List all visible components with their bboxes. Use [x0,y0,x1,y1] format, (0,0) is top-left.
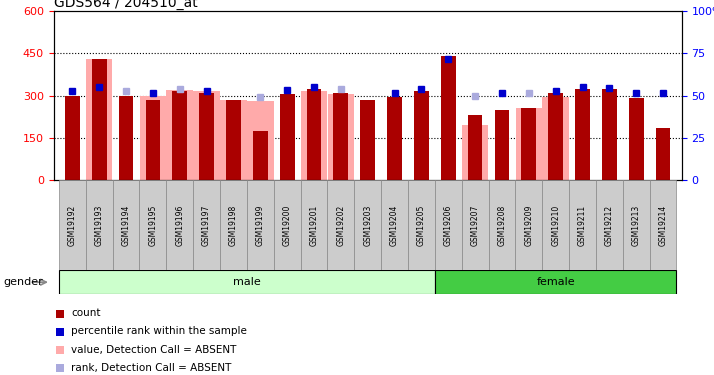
Text: GSM19198: GSM19198 [229,204,238,246]
Bar [166,180,193,270]
Bar [301,92,327,180]
Bar [462,125,488,180]
Text: GSM19209: GSM19209 [524,204,533,246]
Bar [435,180,462,270]
Text: GSM19196: GSM19196 [175,204,184,246]
Text: GSM19206: GSM19206 [444,204,453,246]
Text: GSM19194: GSM19194 [121,204,131,246]
Bar [408,180,435,270]
Text: value, Detection Call = ABSENT: value, Detection Call = ABSENT [71,345,236,354]
Text: GSM19212: GSM19212 [605,204,614,246]
Text: GSM19202: GSM19202 [336,204,346,246]
Text: GSM19193: GSM19193 [95,204,104,246]
Bar [247,180,273,270]
Text: percentile rank within the sample: percentile rank within the sample [71,327,247,336]
Bar [575,88,590,180]
Bar [328,94,354,180]
Bar [306,88,321,180]
Text: GSM19208: GSM19208 [498,204,506,246]
Text: GSM19213: GSM19213 [632,204,640,246]
Bar [280,94,295,180]
Text: count: count [71,309,101,318]
Bar [569,180,596,270]
Bar [119,96,134,180]
Bar [65,96,80,180]
Bar [516,180,542,270]
Bar [172,92,187,180]
Bar [226,100,241,180]
Bar [548,93,563,180]
Bar [146,100,160,180]
Bar [59,270,435,294]
Text: GSM19205: GSM19205 [417,204,426,246]
Text: GSM19203: GSM19203 [363,204,372,246]
Text: GSM19204: GSM19204 [390,204,399,246]
Text: GSM19192: GSM19192 [68,204,77,246]
Bar [414,92,429,180]
Bar [629,99,643,180]
Bar [247,101,273,180]
Bar [495,110,509,180]
Bar [381,180,408,270]
Bar [441,56,456,180]
Bar [113,180,139,270]
Bar [354,180,381,270]
Bar [602,88,617,180]
Bar [462,180,488,270]
Bar [92,59,106,180]
Bar [140,96,166,180]
Bar [166,90,193,180]
Bar [193,92,220,180]
Bar [86,59,113,180]
Bar [328,180,354,270]
Bar [193,180,220,270]
Text: male: male [233,277,261,287]
Text: GSM19195: GSM19195 [149,204,157,246]
Bar [488,180,516,270]
Bar [361,100,375,180]
Text: GSM19201: GSM19201 [309,204,318,246]
Bar [301,180,328,270]
Bar [435,270,676,294]
Bar [650,180,676,270]
Bar [86,180,113,270]
Text: gender: gender [4,277,44,287]
Bar [253,131,268,180]
Bar [516,108,542,180]
Text: GSM19207: GSM19207 [471,204,480,246]
Text: GSM19214: GSM19214 [658,204,668,246]
Bar [199,93,214,180]
Bar [139,180,166,270]
Text: GSM19199: GSM19199 [256,204,265,246]
Bar [468,116,483,180]
Text: GSM19210: GSM19210 [551,204,560,246]
Text: GSM19197: GSM19197 [202,204,211,246]
Bar [220,180,247,270]
Bar [655,128,670,180]
Text: rank, Detection Call = ABSENT: rank, Detection Call = ABSENT [71,363,231,372]
Bar [623,180,650,270]
Bar [543,97,569,180]
Bar [521,108,536,180]
Bar [387,97,402,180]
Bar [542,180,569,270]
Text: GDS564 / 204510_at: GDS564 / 204510_at [54,0,197,10]
Bar [59,180,86,270]
Bar [596,180,623,270]
Text: GSM19211: GSM19211 [578,204,587,246]
Bar [220,100,247,180]
Bar [273,180,301,270]
Bar [333,93,348,180]
Text: GSM19200: GSM19200 [283,204,291,246]
Text: female: female [536,277,575,287]
